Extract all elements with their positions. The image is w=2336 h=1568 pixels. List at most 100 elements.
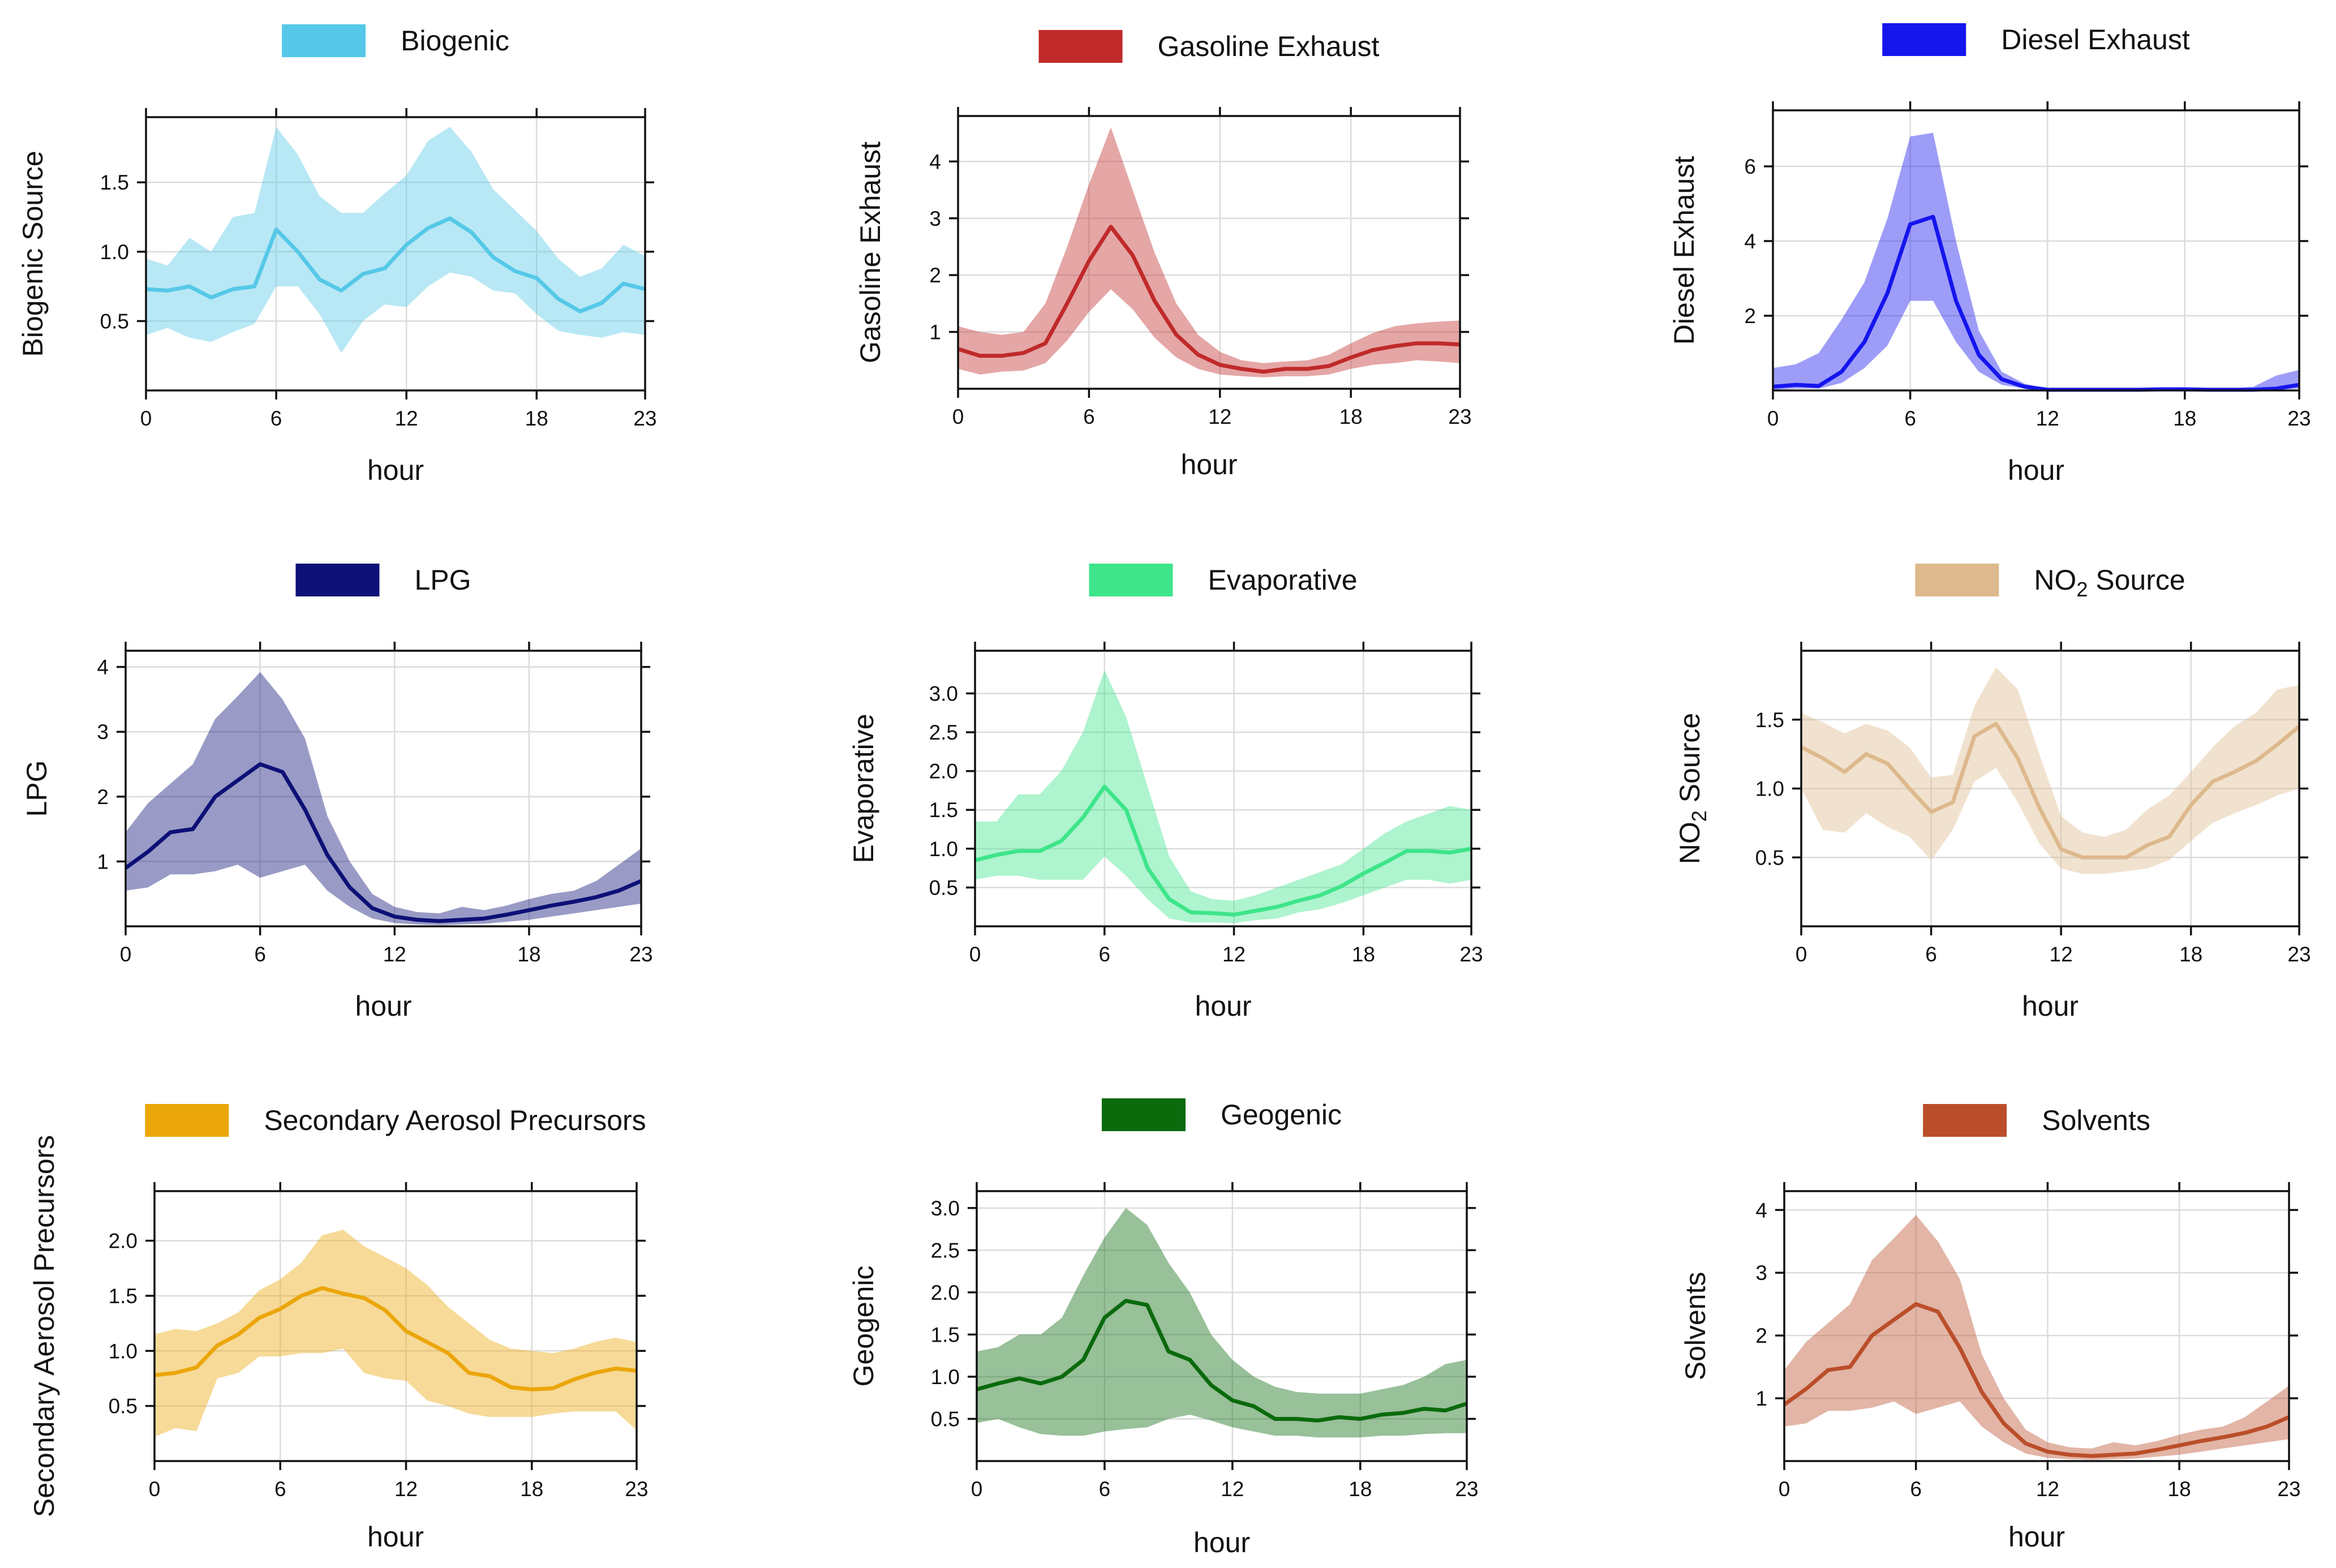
x-tick-label: 23 [1448, 405, 1471, 428]
legend: Solvents [1923, 1104, 2150, 1137]
y-axis-title: Diesel Exhaust [1668, 156, 1700, 345]
legend: Secondary Aerosol Precursors [145, 1104, 646, 1137]
x-tick-label: 0 [120, 943, 132, 966]
legend-label: Evaporative [1208, 564, 1357, 596]
x-axis-title: hour [367, 454, 424, 486]
x-tick-label: 12 [1222, 943, 1246, 966]
y-axis-title: Gasoline Exhaust [854, 141, 886, 363]
confidence-band [1801, 667, 2299, 874]
mean-line [124, 762, 642, 923]
x-tick-label: 23 [2277, 1477, 2300, 1501]
y-tick-label: 3 [929, 207, 941, 230]
legend: Evaporative [1089, 564, 1358, 596]
legend: Biogenic [282, 24, 509, 57]
y-tick-label: 1.0 [100, 240, 129, 264]
x-tick-label: 23 [633, 407, 656, 430]
y-tick-label: 4 [97, 656, 109, 679]
gridlines [1783, 1191, 2290, 1461]
y-axis-title-subscript: 2 [1687, 810, 1711, 822]
confidence-band [1784, 1215, 2289, 1460]
y-tick-label: 2 [97, 785, 109, 809]
chart-panel: 0 6 12 18 23 0.5 1.0 1.5 2.0 hour Secondary Aeroso… [28, 1104, 649, 1553]
gridlines [124, 651, 642, 926]
y-axis-title: Evaporative [848, 714, 879, 863]
plot-frame [976, 1190, 1468, 1462]
x-tick-label: 12 [2036, 407, 2059, 430]
legend-label-text: LPG [414, 564, 471, 596]
confidence-band [1773, 132, 2299, 390]
x-axis-title: hour [355, 990, 411, 1022]
legend: LPG [295, 564, 471, 596]
x-tick-label: 6 [1925, 943, 1937, 966]
y-tick-label: 0.5 [109, 1395, 138, 1418]
y-tick-label: 2.0 [929, 760, 958, 783]
y-tick-label: 2 [1755, 1324, 1767, 1347]
x-tick-label: 23 [1455, 1477, 1478, 1501]
legend-swatch [145, 1104, 229, 1137]
confidence-band [154, 1230, 637, 1437]
y-tick-label: 1.5 [931, 1323, 960, 1346]
mean-line [1783, 1302, 2290, 1458]
x-tick-label: 6 [1904, 407, 1916, 430]
y-tick-label: 4 [929, 150, 941, 173]
y-tick-label: 2.0 [109, 1230, 138, 1253]
mean-line [1800, 721, 2301, 860]
x-tick-label: 12 [394, 1477, 418, 1501]
legend-swatch [1915, 564, 1999, 596]
x-tick-label: 12 [1221, 1477, 1244, 1501]
x-tick-label: 0 [952, 405, 964, 428]
legend-swatch [282, 24, 366, 57]
y-tick-label: 1 [97, 850, 109, 873]
confidence-band [977, 1208, 1467, 1438]
legend-swatch [1882, 23, 1966, 56]
y-tick-label: 1.5 [1755, 708, 1784, 732]
y-tick-label: 2.5 [929, 721, 958, 744]
y-tick-label: 6 [1744, 155, 1756, 178]
x-tick-label: 0 [1767, 407, 1779, 430]
y-axis-title: LPG [21, 760, 53, 817]
y-axis-title-text: LPG [21, 760, 53, 817]
x-axis-title: hour [2008, 1521, 2065, 1553]
legend-swatch [1038, 30, 1123, 63]
legend: Diesel Exhaust [1882, 23, 2190, 56]
x-tick-label: 18 [2179, 943, 2202, 966]
x-tick-label: 12 [2036, 1477, 2059, 1501]
legend-label: Gasoline Exhaust [1158, 31, 1380, 62]
x-tick-label: 0 [969, 943, 981, 966]
x-tick-label: 23 [1459, 943, 1483, 966]
y-axis-title: Biogenic Source [17, 151, 49, 356]
x-tick-label: 0 [149, 1477, 161, 1501]
y-axis-title-text: Geogenic [848, 1265, 879, 1386]
plot-frame [957, 115, 1461, 390]
x-tick-label: 18 [525, 407, 548, 430]
y-tick-label: 3.0 [929, 682, 958, 705]
y-axis-title-text: Evaporative [848, 714, 879, 863]
x-tick-label: 0 [1796, 943, 1807, 966]
y-tick-label: 4 [1744, 230, 1756, 253]
y-axis-title-suffix: Source [1674, 713, 1706, 810]
y-axis-title-text: NO [1674, 822, 1706, 864]
y-axis-title-text: Diesel Exhaust [1668, 156, 1700, 345]
legend-label: LPG [414, 564, 471, 596]
x-tick-label: 18 [1349, 1477, 1372, 1501]
legend-label-suffix: Source [2088, 564, 2185, 596]
x-axis-title: hour [2022, 990, 2079, 1022]
y-axis-title: Solvents [1680, 1272, 1711, 1381]
y-tick-label: 0.5 [931, 1407, 960, 1430]
x-tick-label: 0 [140, 407, 152, 430]
legend-label: Geogenic [1221, 1099, 1342, 1131]
y-axis-title-text: Secondary Aerosol Precursors [28, 1135, 60, 1517]
legend-label: Solvents [2042, 1105, 2150, 1136]
x-tick-label: 12 [383, 943, 406, 966]
x-tick-label: 18 [2173, 407, 2196, 430]
chart-panel: 0 6 12 18 23 0.5 1.0 1.5 hour Biogenic Source Biog… [17, 24, 657, 486]
y-tick-label: 0.5 [929, 876, 958, 899]
legend-label-subscript: 2 [2076, 578, 2088, 601]
y-axis-title: Secondary Aerosol Precursors [28, 1135, 60, 1517]
x-axis-title: hour [367, 1521, 424, 1553]
y-tick-label: 4 [1755, 1198, 1767, 1222]
x-tick-label: 0 [1779, 1477, 1790, 1501]
x-axis-title: hour [1195, 990, 1251, 1022]
